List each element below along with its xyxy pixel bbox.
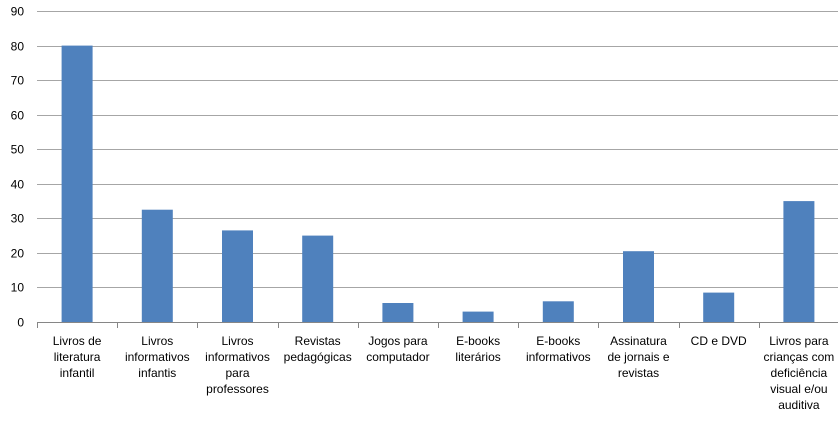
bar-5 [462,311,494,322]
x-tick-label-line: deficiência [770,366,828,380]
x-tick-label-line: para [225,366,250,380]
bar-1 [141,209,173,322]
y-tick-label: 20 [11,247,25,261]
x-tick-label-line: crianças com [763,350,835,364]
x-tick-label-line: literatura [53,350,101,364]
x-tick-label: Livros de literatura infantil [36,333,118,381]
x-tick-label: CD e DVD [678,333,760,349]
x-tick-label-line: informativos [124,350,190,364]
y-tick-label: 0 [17,316,24,330]
x-tick-label-line: Revistas [294,334,341,348]
bar-2 [222,230,253,322]
x-tick-label-line: Livros de [52,334,102,348]
y-axis-tick-labels: 0 10 20 30 40 50 60 70 80 90 [11,5,25,330]
x-tick-label-line: literários [455,350,501,364]
x-tick-label-line: auditiva [778,398,820,412]
y-tick-label: 70 [11,74,25,88]
bars [61,45,815,322]
x-tick-label-line: Livros [221,334,254,348]
bar-0 [61,45,93,322]
x-tick-label-line: informativos [525,350,591,364]
x-tick-label-line: computador [366,350,430,364]
x-tick-label-line: E-books [456,334,501,348]
bar-7 [623,251,654,322]
bar-4 [382,303,414,322]
x-tick-label-line: professores [206,382,269,396]
x-tick-label: Livros para crianças com deficiência visual… [758,333,838,413]
x-tick-label-line: E-books [536,334,581,348]
x-tick-label-line: Livros [141,334,174,348]
x-tick-label-line: infantis [138,366,177,380]
x-tick-label-line: Jogos para [368,334,428,348]
x-tick-label-line: infantil [59,366,95,380]
x-tick-label: Jogos para computador [357,333,439,365]
y-tick-label: 10 [11,281,25,295]
x-tick-label-line: Livros para [769,334,829,348]
bar-6 [542,301,574,322]
x-tick-label-line: revistas [617,366,660,380]
y-tick-label: 80 [11,40,25,54]
x-tick-label-line: Assinatura [610,334,667,348]
y-tick-label: 50 [11,143,25,157]
y-tick-label: 90 [11,5,25,19]
x-tick-label: E-books informativos [517,333,599,365]
bar-8 [703,292,735,322]
x-tick-label: E-books literários [437,333,519,365]
x-tick-label-line: informativos [205,350,270,364]
x-tick-label-line: CD e DVD [690,334,747,348]
x-tick-label-line: visual e/ou [770,382,828,396]
x-tick-label: Revistas pedagógicas [277,333,359,365]
x-tick-label-line: de jornais e [607,350,670,364]
y-tick-label: 40 [11,178,25,192]
x-tick-label: Assinatura de jornais e revistas [598,333,680,381]
y-tick-label: 60 [11,109,25,123]
bar-3 [302,235,334,322]
bar-9 [783,201,815,322]
x-tick-label: Livros informativos infantis [116,333,198,381]
x-axis [37,322,838,328]
x-tick-label: Livros informativos para professores [197,333,279,397]
y-tick-label: 30 [11,212,25,226]
x-tick-label-line: pedagógicas [283,350,352,364]
